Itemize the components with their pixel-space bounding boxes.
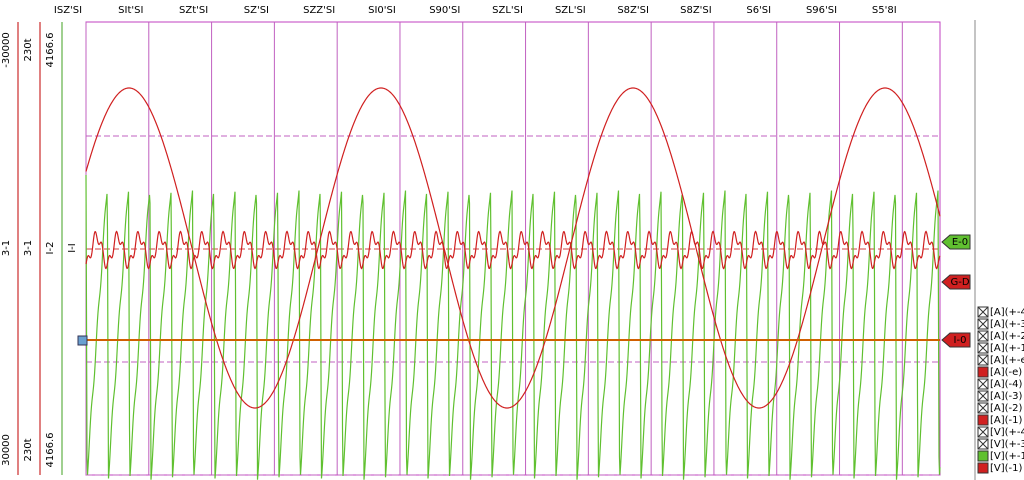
checkbox-cross: [977, 426, 989, 438]
time-label: S96'SI: [806, 5, 837, 16]
time-label: S6'SI: [746, 5, 771, 16]
waveform: [85, 174, 941, 480]
time-label: SZZ'SI: [303, 5, 335, 16]
time-label: S8Z'SI: [617, 5, 649, 16]
scale-label: I-2: [45, 242, 56, 255]
scale-label: 230t: [23, 38, 34, 61]
scale-label: 230t: [23, 438, 34, 461]
time-label: SZ'SI: [244, 5, 269, 16]
legend-label: [V](+-3): [990, 439, 1024, 450]
scale-label: 30000: [1, 434, 12, 466]
time-label: SZt'SI: [179, 5, 208, 16]
legend-label: [A](-4): [990, 379, 1023, 390]
checkbox-cross: [977, 342, 989, 354]
checkbox-cross: [977, 354, 989, 366]
channel-tag-label: G-D: [950, 277, 969, 288]
channel-tag: [941, 332, 971, 348]
channel-tag-label: E-0: [952, 237, 968, 248]
scale-label: 3-1: [1, 240, 12, 256]
legend-checkbox[interactable]: [977, 450, 989, 462]
legend-checkbox[interactable]: [977, 462, 989, 474]
time-label: SZL'SI: [555, 5, 586, 16]
time-label: SIt'SI: [118, 5, 143, 16]
legend-checkbox[interactable]: [977, 414, 989, 426]
legend-checkbox[interactable]: [977, 366, 989, 378]
legend-label: [A](-2): [990, 403, 1023, 414]
legend-label: [A](-1): [990, 415, 1023, 426]
legend-label: [A](+-3): [990, 319, 1024, 330]
legend-label: [A](+-e): [990, 355, 1024, 366]
channel-tag: [941, 274, 971, 290]
time-label: S90'SI: [429, 5, 460, 16]
checkbox-cross: [977, 378, 989, 390]
time-label: S5'8I: [872, 5, 897, 16]
waveform: [85, 230, 941, 270]
time-label: ISZ'SI: [54, 5, 82, 16]
time-label: SZL'SI: [492, 5, 523, 16]
channel-tag-label: I-0: [954, 335, 967, 346]
checkbox-cross: [977, 318, 989, 330]
checkbox-cross: [977, 306, 989, 318]
time-label: S8Z'SI: [680, 5, 712, 16]
scale-label: 4166.6: [45, 433, 56, 468]
time-label: SI0'SI: [368, 5, 396, 16]
scale-label: -30000: [1, 32, 12, 67]
legend-label: [A](+-2): [990, 331, 1024, 342]
legend-label: [V](+-1): [990, 451, 1024, 462]
legend-label: [A](-e): [990, 367, 1022, 378]
checkbox-cross: [977, 390, 989, 402]
marker: [77, 335, 88, 346]
legend-label: [A](+-1): [990, 343, 1024, 354]
checkbox-cross: [977, 330, 989, 342]
legend-label: [A](+-4): [990, 307, 1024, 318]
legend-label: [V](-1): [990, 463, 1023, 474]
channel-tag: [941, 234, 971, 250]
axis-marker: I-I: [67, 243, 78, 253]
legend-label: [A](-3): [990, 391, 1023, 402]
scale-label: 3-1: [23, 240, 34, 256]
checkbox-cross: [977, 438, 989, 450]
scale-label: 4166.6: [45, 33, 56, 68]
legend-label: [V](+-4): [990, 427, 1024, 438]
checkbox-cross: [977, 402, 989, 414]
